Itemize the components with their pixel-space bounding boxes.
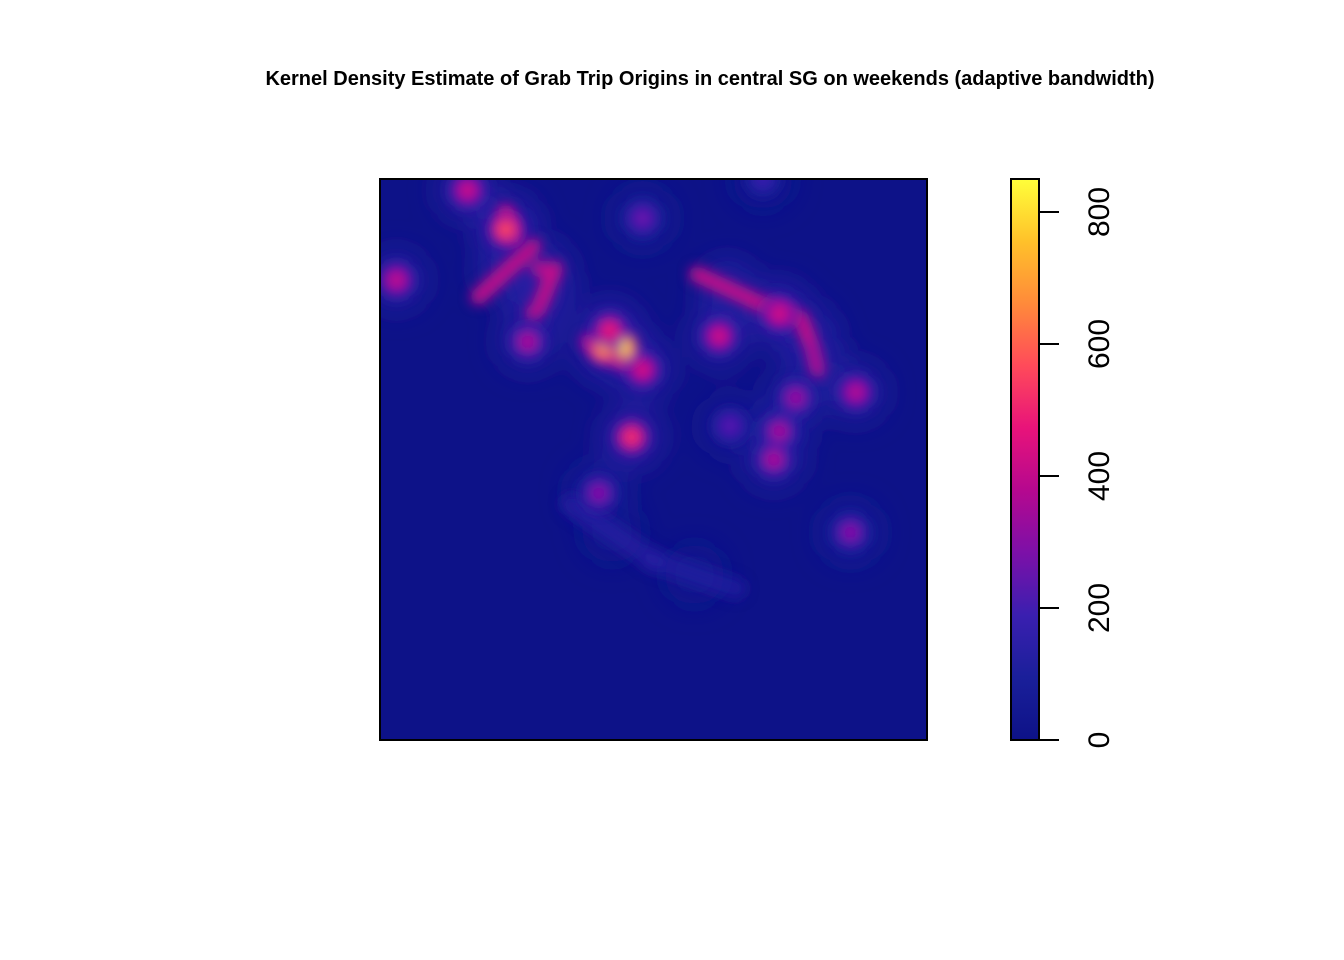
density-hotspot <box>497 221 514 238</box>
plot-background <box>380 179 927 740</box>
colorbar-fill <box>1011 179 1039 740</box>
colorbar-border <box>1010 178 1040 741</box>
density-hotspot <box>601 322 618 339</box>
density-hotspot <box>754 179 771 187</box>
density-hotspot <box>634 361 651 378</box>
density-hotspot <box>388 271 405 288</box>
colorbar-tick-label: 0 <box>1083 732 1116 749</box>
plot-area <box>379 178 928 741</box>
density-hotspot <box>590 485 607 502</box>
density-ridge <box>804 339 826 378</box>
density-hotspot <box>765 451 782 468</box>
density-ridge <box>642 549 747 600</box>
density-hotspot <box>842 524 859 541</box>
density-ridge <box>560 493 665 572</box>
density-hotspot <box>711 328 728 345</box>
density-ridge <box>525 300 547 322</box>
density-hotspot <box>771 423 788 440</box>
density-hotspot <box>771 305 788 322</box>
density-hotspot <box>623 429 640 446</box>
density-hotspot <box>519 333 536 350</box>
density-hotspot <box>787 389 804 406</box>
colorbar-tick-label: 800 <box>1083 187 1116 237</box>
colorbar-tick-label: 400 <box>1083 451 1116 501</box>
colorbar: 0 200 400 600 800 <box>1010 178 1116 748</box>
density-hotspot <box>847 384 864 401</box>
density-hotspot <box>459 182 476 199</box>
density-hotspot-layer <box>380 179 874 551</box>
density-ridge <box>470 238 542 305</box>
density-hotspot <box>722 417 739 434</box>
density-hotspot <box>634 210 651 227</box>
colorbar-tick-label: 600 <box>1083 319 1116 369</box>
plot-border <box>379 178 928 741</box>
density-ridge <box>689 266 766 311</box>
colorbar-tick-label: 200 <box>1083 583 1116 633</box>
chart-title: Kernel Density Estimate of Grab Trip Ori… <box>265 68 1155 90</box>
colorbar-ticks: 0 200 400 600 800 <box>1039 187 1116 748</box>
